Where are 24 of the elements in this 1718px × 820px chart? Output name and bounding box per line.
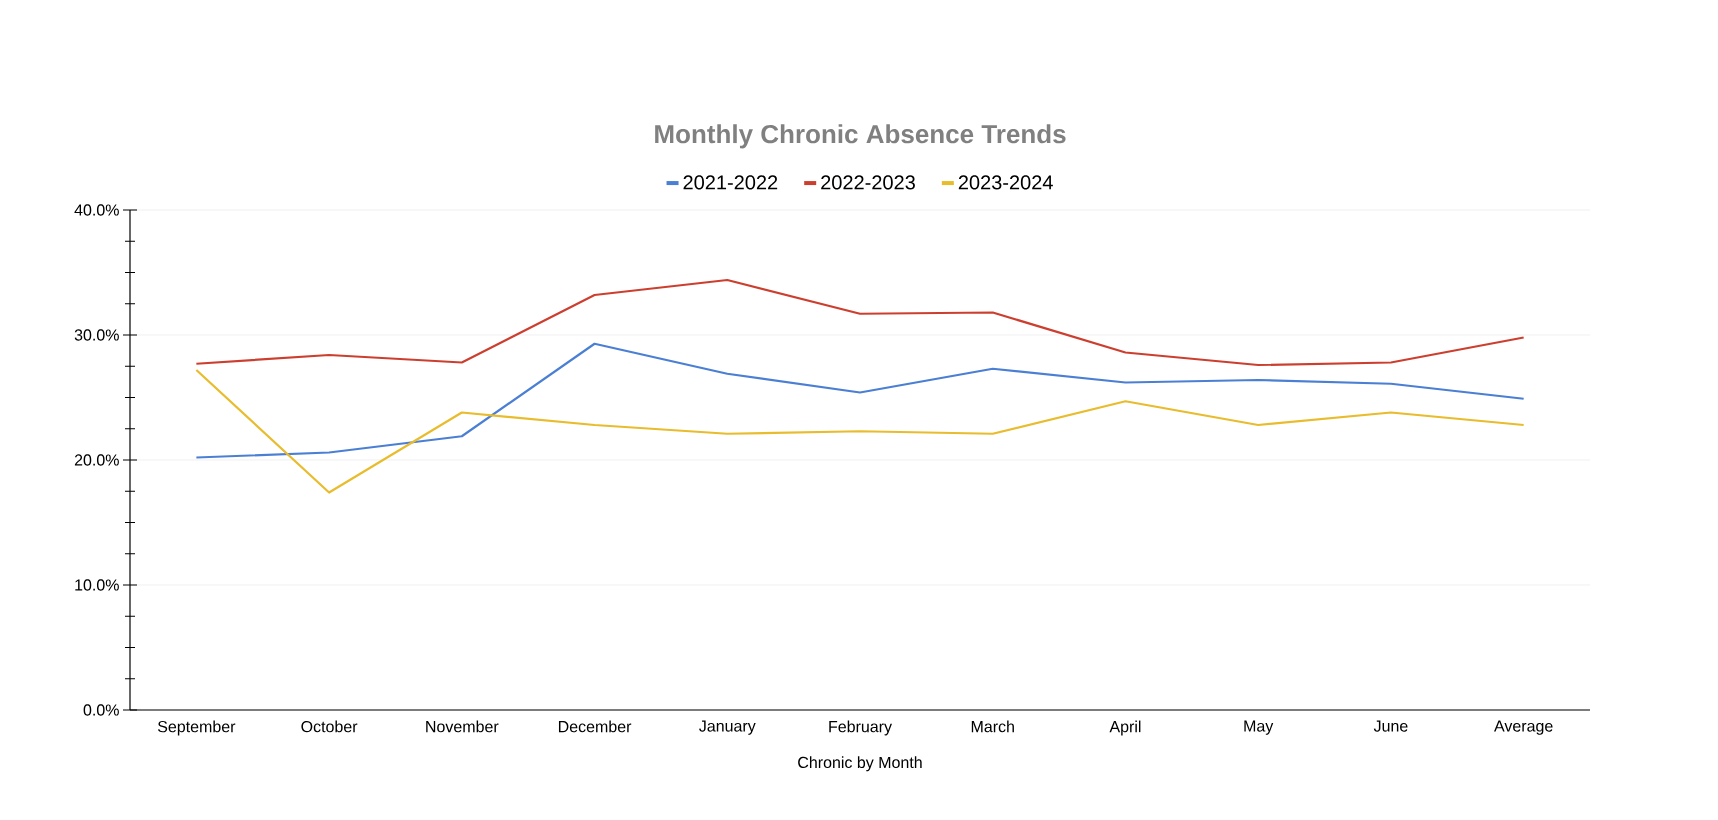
y-tick-label: 0.0% [83,704,119,716]
chart-title: Monthly Chronic Absence Trends [655,124,1066,149]
legend-label: 2022-2023 [821,175,915,190]
y-tick-label: 10.0% [75,579,119,591]
legend-label: 2023-2024 [958,175,1053,190]
x-tick-label: September [157,720,236,736]
x-tick-label: June [1373,720,1408,732]
x-tick-label: February [829,720,892,736]
line-series [195,278,1525,367]
x-tick-label: October [301,720,358,733]
x-tick-label: December [558,720,632,733]
x-tick-label: January [699,720,756,735]
x-tick-label: Average [1494,720,1553,735]
line-series [195,342,1525,459]
x-tick-label: April [1109,720,1141,736]
x-tick-label: May [1244,720,1274,735]
y-tick-label: 40.0% [74,204,119,216]
x-tick-label: March [971,720,1014,733]
line-series [195,368,1525,494]
y-tick-label: 20.0% [74,454,119,466]
x-tick-label: November [426,720,499,733]
y-tick-label: 30.0% [74,329,119,341]
x-axis-title: Chronic by Month [798,756,922,772]
legend-label: 2021-2022 [683,175,778,190]
